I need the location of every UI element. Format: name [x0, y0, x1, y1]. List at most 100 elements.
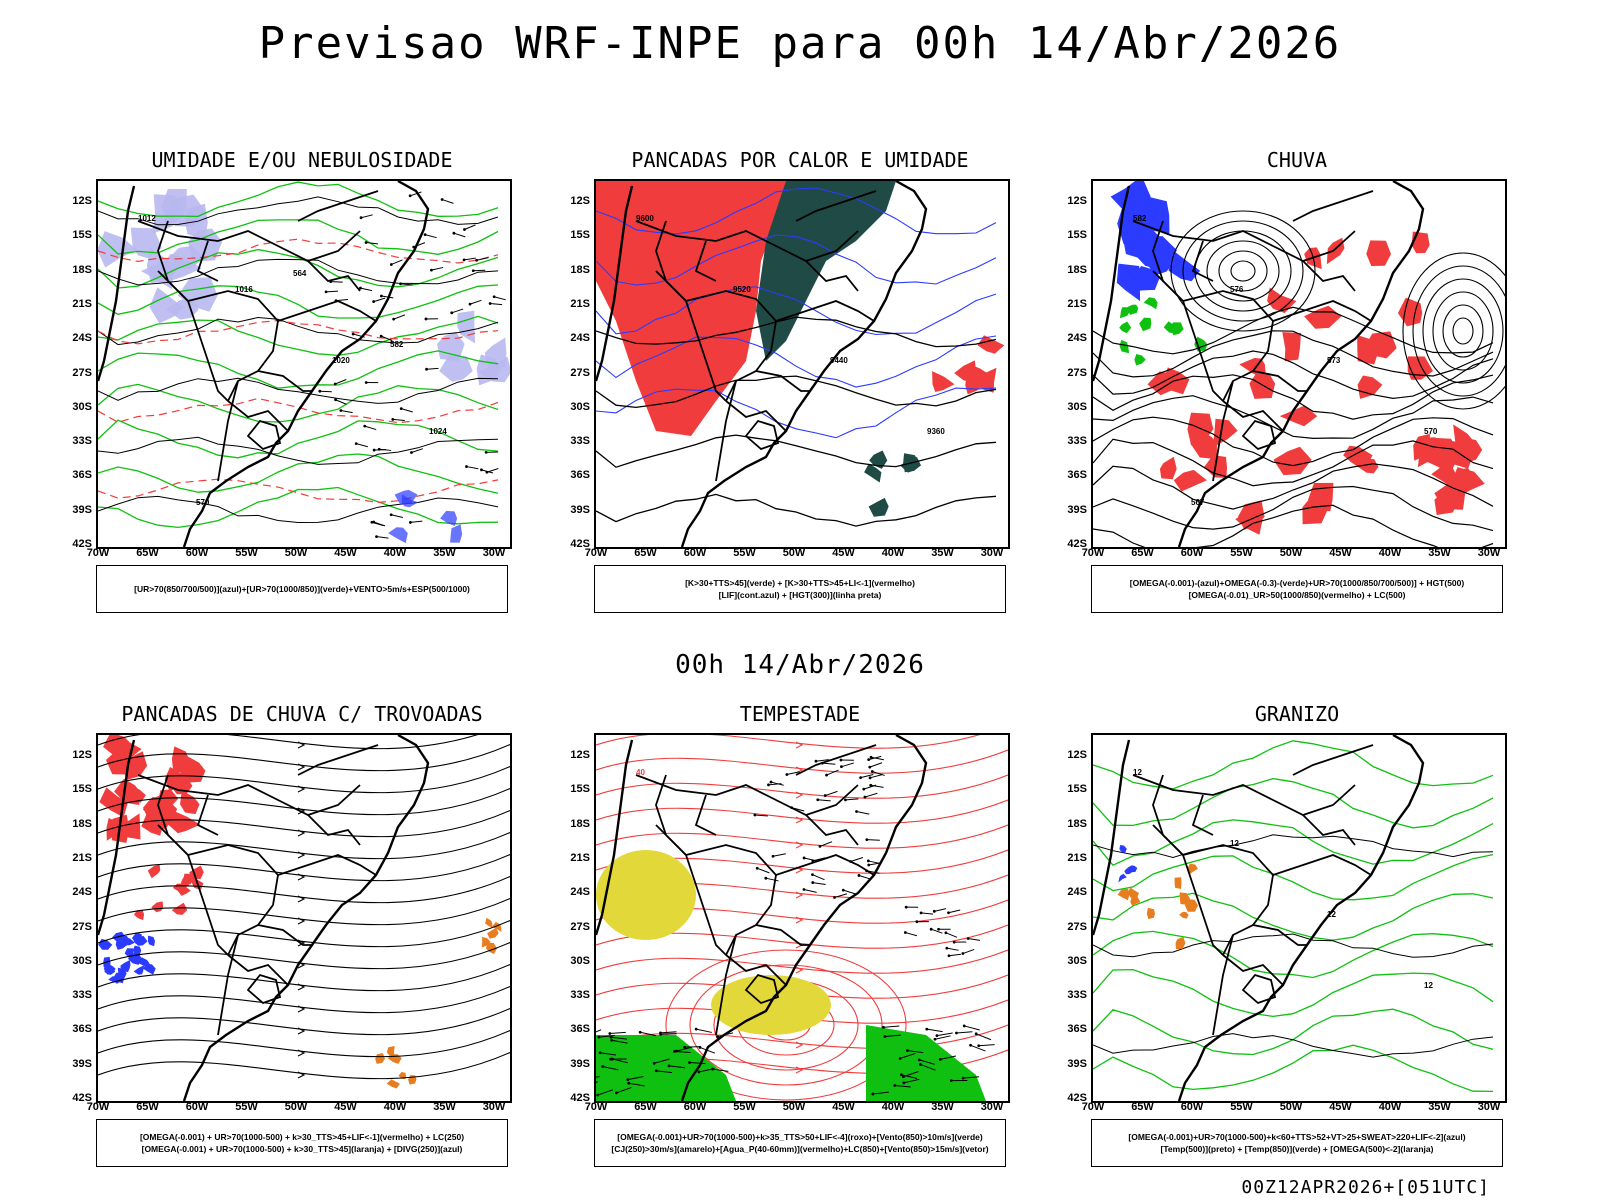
- country-border: [1132, 220, 1356, 262]
- country-border: [157, 824, 229, 956]
- wind-vector: [870, 784, 884, 788]
- wind-vector: [812, 882, 826, 885]
- wind-vector: [940, 1055, 957, 1060]
- country-border: [217, 934, 239, 1036]
- contour-line: [596, 234, 997, 286]
- wind-vector-head: [609, 1057, 613, 1061]
- longitude-axis: 70W 65W 60W 55W 50W 45W 40W 35W 30W: [585, 1101, 1006, 1115]
- wind-vector-head: [379, 334, 383, 338]
- shaded-region: [177, 277, 218, 312]
- latitude-tick-label: 21S: [570, 297, 590, 310]
- contour-label: 570: [1424, 427, 1438, 436]
- country-border: [137, 220, 361, 262]
- streamline: [98, 809, 510, 838]
- wind-vector-head: [839, 758, 843, 762]
- shaded-region: [437, 331, 465, 362]
- wind-vector: [948, 953, 961, 957]
- shaded-region: [132, 945, 142, 955]
- shaded-region: [932, 371, 955, 392]
- contour-line: [98, 397, 499, 424]
- wind-vector: [340, 410, 353, 414]
- shaded-region: [1173, 469, 1207, 492]
- wind-vector-head: [683, 1045, 687, 1049]
- coastline: [596, 181, 928, 547]
- shaded-region: [180, 790, 200, 815]
- streamline-arrow: [297, 1049, 306, 1057]
- wind-vector-head: [688, 1061, 691, 1064]
- shaded-region: [132, 932, 143, 944]
- contour-line: [596, 286, 997, 336]
- longitude-tick-label: 70W: [86, 547, 110, 559]
- country-border: [157, 774, 189, 856]
- legend-line: [Temp(500)](preto) + [Temp(850)](verde) …: [1160, 1144, 1434, 1154]
- longitude-tick-label: 30W: [482, 547, 506, 559]
- wind-vector: [656, 1070, 673, 1074]
- shaded-region: [1267, 287, 1297, 314]
- wind-vector-head: [769, 780, 773, 784]
- legend-line: [K>30+TTS>45](verde) + [K>30+TTS>45+LI<-…: [685, 578, 915, 588]
- streamline-arrow: [795, 741, 804, 749]
- country-border: [1152, 220, 1184, 302]
- latitude-tick-label: 12S: [1067, 195, 1087, 207]
- wind-vector: [392, 418, 405, 421]
- contour-line: [98, 316, 499, 346]
- legend-line: [UR>70(850/700/500)](azul)+[UR>70(1000/8…: [134, 584, 470, 594]
- wind-vector-head: [900, 1073, 903, 1077]
- wind-vector-head: [380, 294, 383, 298]
- country-border: [1252, 370, 1307, 392]
- contour-line: [98, 219, 499, 255]
- wind-vector-head: [359, 286, 362, 290]
- contour-line: [98, 495, 499, 524]
- country-border: [715, 934, 737, 1036]
- wind-vector: [920, 1063, 936, 1071]
- shaded-region: [1357, 335, 1380, 365]
- shaded-region: [977, 335, 1005, 354]
- wind-vector: [817, 799, 831, 802]
- longitude-tick-label: 40W: [383, 1101, 407, 1113]
- contour-line: [1230, 260, 1256, 282]
- longitude-tick-label: 45W: [334, 1101, 357, 1113]
- map-canvas: 1012 1016 1020 1024 570 564 582: [98, 181, 510, 547]
- shaded-region: [1175, 936, 1186, 950]
- wind-vector-head: [389, 513, 393, 517]
- contour-label: 564: [293, 269, 307, 278]
- contour-line: [1093, 438, 1494, 487]
- wind-vector-head: [870, 770, 874, 773]
- country-border: [1152, 824, 1224, 956]
- shaded-region: [869, 450, 888, 469]
- coastline: [1093, 735, 1425, 1101]
- wind-vector-head: [917, 1058, 921, 1062]
- wind-vector: [360, 214, 373, 219]
- wind-vector: [930, 928, 943, 934]
- wind-vector-head: [410, 451, 413, 454]
- contour-line: [98, 315, 499, 357]
- wind-vector: [330, 281, 343, 283]
- legend-line: [LIF](cont.azul) + [HGT(300)](linha pret…: [718, 590, 882, 600]
- wind-vector: [401, 408, 413, 413]
- wind-vector: [850, 856, 864, 862]
- wind-vector-head: [841, 888, 845, 892]
- streamline-arrow: [297, 873, 306, 881]
- shaded-region: [1146, 907, 1155, 920]
- wind-vector: [609, 1031, 626, 1035]
- wind-vector-head: [627, 1081, 631, 1085]
- contour-line: [1093, 395, 1494, 440]
- wind-vector: [334, 379, 347, 385]
- streamline-arrow: [297, 829, 306, 837]
- country-border: [217, 380, 239, 482]
- legend-box: [OMEGA(-0.001)+UR>70(1000-500)+k>35_TTS>…: [594, 1119, 1006, 1167]
- latitude-tick-label: 12S: [72, 749, 92, 761]
- wind-vector: [611, 1039, 628, 1044]
- contour-line: [1093, 777, 1494, 829]
- wind-vector-head: [898, 1057, 902, 1060]
- shaded-region: [1279, 405, 1318, 427]
- latitude-tick-label: 15S: [72, 783, 92, 796]
- streamline: [596, 749, 1008, 774]
- shaded-region: [868, 497, 889, 517]
- longitude-tick-label: 45W: [832, 547, 855, 559]
- streamline: [98, 1007, 510, 1036]
- wind-vector-head: [462, 258, 466, 262]
- contour-label: 567: [1191, 498, 1205, 507]
- wind-vector-head: [905, 1049, 909, 1052]
- streamline: [98, 875, 510, 904]
